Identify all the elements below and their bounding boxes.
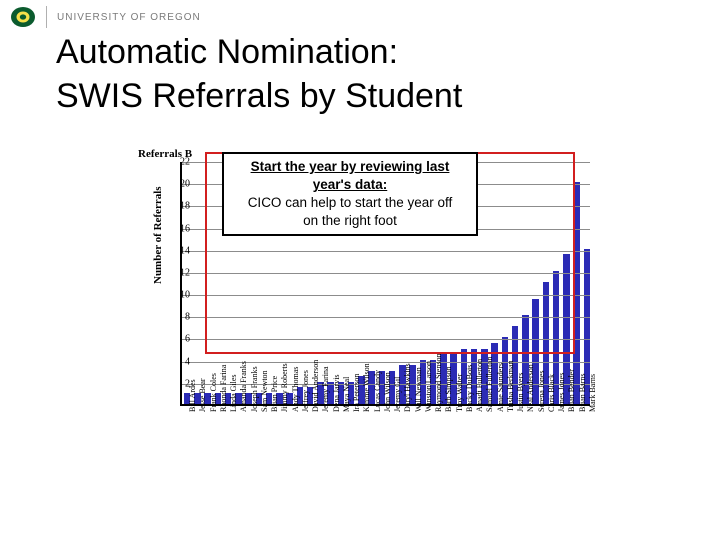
y-tick-label: 4 (170, 356, 190, 367)
y-tick-label: 16 (170, 223, 190, 234)
x-tick-label: Amie Saunders (496, 363, 505, 412)
x-tick-label: Barb Simpson (444, 366, 453, 412)
x-tick-label: Sam Newton (260, 370, 269, 412)
y-tick-label: 18 (170, 201, 190, 212)
x-tick-label: Chris Black (547, 374, 556, 412)
oregon-o-logo (10, 6, 36, 28)
x-tick-label: Brian Bender (567, 369, 576, 412)
x-tick-label: Winston Larson (424, 361, 433, 412)
x-tick-label: Ira Peterson (352, 374, 361, 412)
org-name: UNIVERSITY OF OREGON (57, 12, 201, 23)
x-tick-label: Will Newman (414, 367, 423, 412)
x-tick-label: Jeremy Farina (321, 366, 330, 412)
x-tick-label: Amadi Fullerton (475, 359, 484, 412)
x-tick-label: Bucky DuBois (465, 365, 474, 412)
x-tick-label: Jeremy Gil (393, 377, 402, 412)
x-tick-label: Joseph Franks (250, 366, 259, 412)
x-tick-label: Troy Walter (455, 374, 464, 412)
slide-page: UNIVERSITY OF OREGON Automatic Nominatio… (0, 0, 720, 540)
x-tick-label: Lucas Candy (373, 370, 382, 412)
x-tick-label: Rhonda Farina (219, 365, 228, 412)
x-tick-label: James Jones (557, 373, 566, 412)
callout-body-2: on the right foot (230, 212, 470, 230)
x-tick-label: Daryl Hawkins (403, 363, 412, 412)
x-tick-label: David Anderson (311, 360, 320, 412)
title-line-2: SWIS Referrals by Student (56, 77, 462, 115)
x-tick-label: Justin Byers (516, 373, 525, 412)
x-tick-label: Trisha Berkman (506, 361, 515, 412)
x-tick-label: Frank Coles (209, 373, 218, 412)
y-tick-label: 22 (170, 157, 190, 168)
logo-divider (46, 6, 47, 28)
x-ticks: Bill ArdesJesse BearFrank ColesRhonda Fa… (180, 408, 590, 518)
x-tick-label: Jesse Bear (198, 378, 207, 412)
x-tick-label: Neal Anderson (526, 364, 535, 412)
callout-box: Start the year by reviewing last year's … (222, 152, 478, 236)
x-tick-label: Dena Jarvis (332, 374, 341, 412)
page-title: Automatic Nomination: SWIS Referrals by … (56, 30, 462, 118)
branding-area: UNIVERSITY OF OREGON (10, 6, 201, 28)
y-tick-label: 6 (170, 334, 190, 345)
y-tick-label: 10 (170, 290, 190, 301)
x-tick-label: Kimme Wilson (362, 363, 371, 412)
title-line-1: Automatic Nomination: (56, 33, 398, 71)
y-tick-label: 20 (170, 179, 190, 190)
callout-body-1: CICO can help to start the year off (230, 194, 470, 212)
x-tick-label: Brian Price (270, 376, 279, 412)
x-tick-label: Serena Jones (537, 370, 546, 412)
x-tick-label: Linda Giles (229, 374, 238, 412)
x-tick-label: Raymond Stenson (434, 354, 443, 412)
x-tick-label: Mark Barns (588, 374, 597, 412)
x-tick-label: John Wilson (383, 372, 392, 412)
x-tick-label: Jeffrey Jones (301, 370, 310, 412)
callout-heading: Start the year by reviewing last year's … (230, 158, 470, 194)
x-tick-label: Maya Neal (342, 377, 351, 412)
y-tick-label: 14 (170, 245, 190, 256)
x-tick-label: Andy Thomas (291, 367, 300, 412)
y-tick-label: 12 (170, 267, 190, 278)
x-tick-label: Samuel Fullerton (485, 357, 494, 412)
x-tick-label: Brian Barns (578, 374, 587, 412)
x-tick-label: Amanda Franks (239, 361, 248, 412)
y-axis-label: Number of Referrals (152, 186, 164, 284)
y-tick-label: 8 (170, 312, 190, 323)
x-tick-label: Jimmy Roberts (280, 363, 289, 412)
y-tick-label: 2 (170, 378, 190, 389)
